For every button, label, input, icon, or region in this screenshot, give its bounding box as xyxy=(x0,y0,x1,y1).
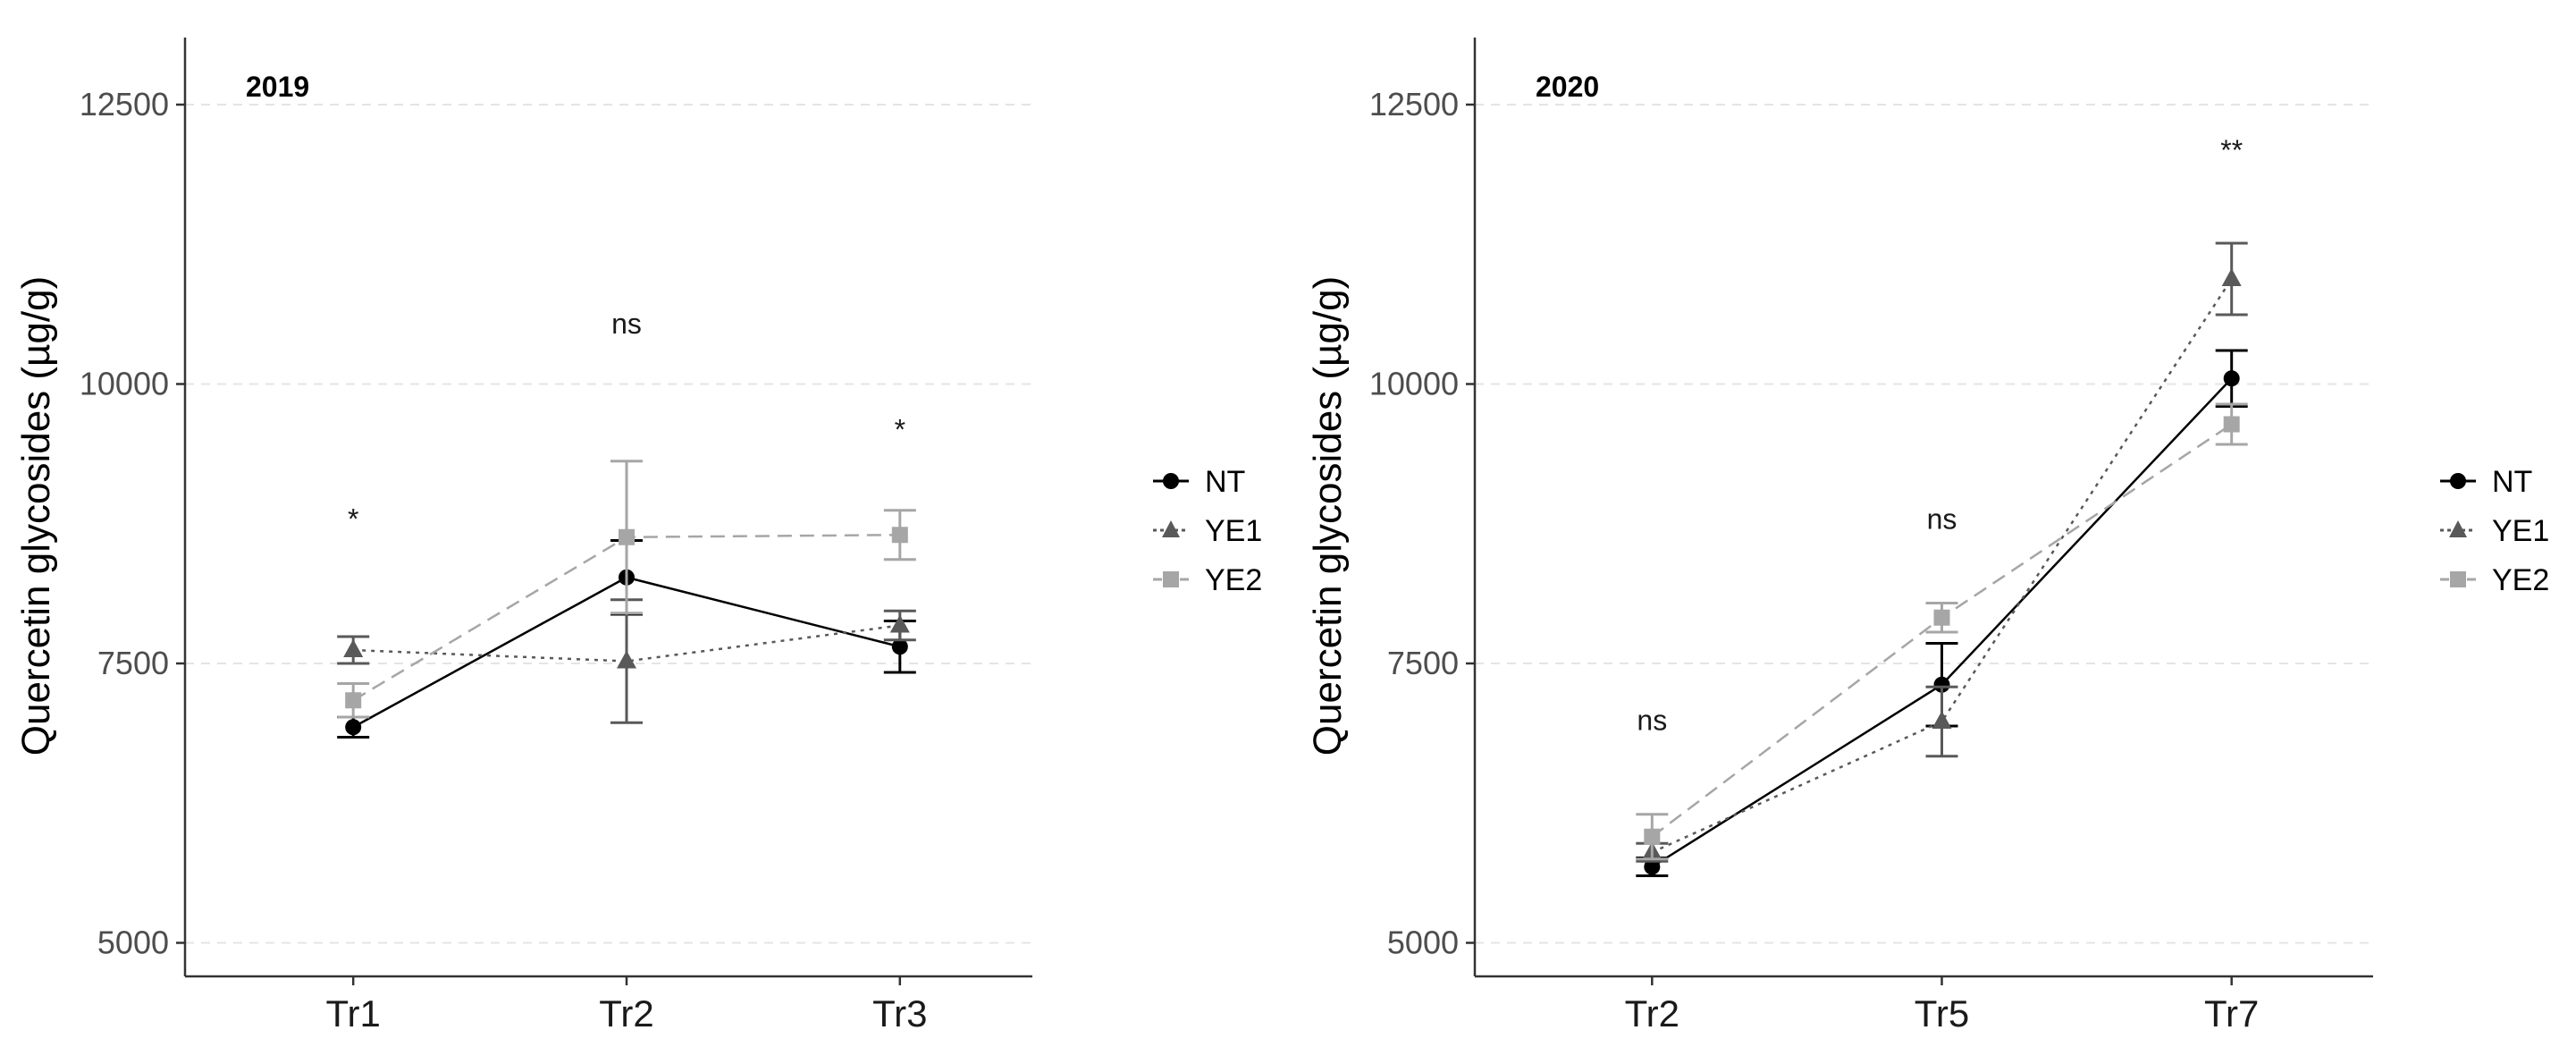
x-tick-label: Tr2 xyxy=(1625,992,1679,1034)
legend-marker xyxy=(2450,473,2466,489)
chart-panel-2019: 5000 7500 10000 12500 Tr1 Tr2 Tr3 Quercetin gly… xyxy=(14,38,1262,1034)
series-YE2 xyxy=(1636,402,2248,861)
legend-marker xyxy=(1163,473,1179,489)
significance-label: ns xyxy=(611,308,642,340)
data-point xyxy=(1644,828,1661,845)
legend-label: YE2 xyxy=(1205,563,1262,597)
significance-label: * xyxy=(895,414,905,446)
series-YE2 xyxy=(337,460,916,719)
x-tick-label: Tr5 xyxy=(1915,992,1969,1034)
series-line xyxy=(1651,278,2233,854)
y-tick-label: 10000 xyxy=(80,366,169,402)
data-point xyxy=(889,614,910,633)
legend-marker xyxy=(1162,520,1180,537)
legend-label: YE1 xyxy=(2492,514,2549,548)
series-YE1 xyxy=(1636,241,2248,863)
y-tick-label: 5000 xyxy=(1387,925,1459,961)
data-point xyxy=(2221,268,2242,286)
x-tick-label: Tr2 xyxy=(599,992,653,1034)
significance-label: ** xyxy=(2220,134,2243,166)
significance-label: * xyxy=(348,503,358,536)
x-tick-label: Tr1 xyxy=(325,992,380,1034)
data-point xyxy=(891,638,908,655)
data-point xyxy=(345,719,362,736)
x-tick-label: Tr3 xyxy=(872,992,927,1034)
legend-label: NT xyxy=(1205,465,1245,499)
data-point xyxy=(1932,711,1952,729)
data-point xyxy=(1933,676,1950,693)
data-point xyxy=(891,527,908,544)
data-point xyxy=(1933,609,1950,626)
y-tick-label: 12500 xyxy=(1369,86,1459,122)
significance-label: ns xyxy=(1927,503,1957,536)
significance-label: ns xyxy=(1637,705,1667,737)
legend-marker xyxy=(2449,520,2467,537)
y-tick-label: 12500 xyxy=(80,86,169,122)
data-point xyxy=(619,528,635,545)
legend: NT YE1 YE2 xyxy=(1153,465,1262,597)
legend-label: YE1 xyxy=(1205,514,1262,548)
x-tick-label: Tr7 xyxy=(2204,992,2259,1034)
legend-label: NT xyxy=(2492,465,2532,499)
legend-label: YE2 xyxy=(2492,563,2549,597)
y-tick-label: 5000 xyxy=(97,925,169,961)
legend-marker xyxy=(2450,571,2466,587)
panel-year-label: 2020 xyxy=(1536,71,1599,103)
data-point xyxy=(617,650,636,669)
data-point xyxy=(345,692,362,709)
y-axis-title: Quercetin glycosides (µg/g) xyxy=(1306,276,1350,756)
series-NT xyxy=(1636,349,2248,877)
series-line xyxy=(353,624,900,663)
y-tick-label: 7500 xyxy=(1387,645,1459,681)
y-axis-title: Quercetin glycosides (µg/g) xyxy=(14,276,58,756)
data-point xyxy=(1644,858,1661,875)
data-point xyxy=(343,639,364,657)
chart-panel-2020: 5000 7500 10000 12500 Tr2 Tr5 Tr7 Quercetin gly… xyxy=(1306,38,2549,1034)
legend: NT YE1 YE2 xyxy=(2440,465,2549,597)
y-tick-label: 10000 xyxy=(1369,366,1459,402)
series-YE1 xyxy=(337,598,916,724)
y-tick-label: 7500 xyxy=(97,645,169,681)
legend-marker xyxy=(1163,571,1179,587)
data-point xyxy=(2223,370,2240,387)
panel-year-label: 2019 xyxy=(246,71,309,103)
data-point xyxy=(2223,416,2240,433)
